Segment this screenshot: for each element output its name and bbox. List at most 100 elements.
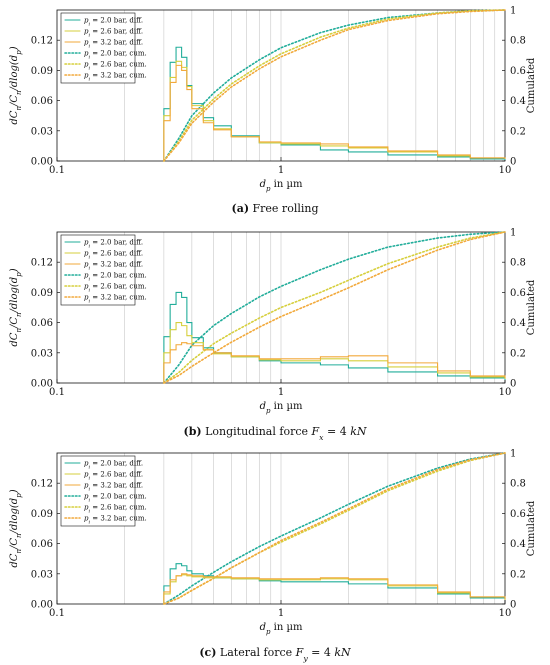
y-tick-label-right: 1	[510, 449, 516, 460]
panel-caption: (b) Longitudinal force Fx = 4 kN	[183, 425, 366, 442]
y-tick-label-right: 0	[510, 379, 516, 390]
legend-label: pi = 3.2 bar, diff.	[84, 482, 143, 493]
legend-label: pi = 2.6 bar, diff.	[84, 250, 143, 261]
y-tick-label-right: 0.8	[510, 479, 526, 490]
chart-panel-1: 0.00 0.03 0.06 0.09 0.12 0 0.2 0.4 0.6 0.8 1 0.1 1 10…	[9, 6, 537, 216]
panel-caption: (a) Free rolling	[231, 202, 318, 215]
y-tick-label-right: 0.4	[510, 96, 526, 107]
y-tick-label-left: 0.03	[31, 126, 53, 137]
legend-label: pi = 3.2 bar, diff.	[84, 39, 143, 50]
x-tick-label: 0.1	[49, 608, 65, 619]
legend-box	[60, 234, 136, 306]
series-diff-2	[163, 60, 506, 161]
legend-label: pi = 2.6 bar, diff.	[84, 471, 143, 482]
y-tick-label-right: 0.2	[510, 126, 526, 137]
series-cum-3	[163, 452, 506, 605]
legend-label: pi = 2.0 bar, cum.	[84, 272, 147, 283]
y-tick-label-right: 1	[510, 6, 516, 17]
y-axis-title-left: dCn/Cn/dlog(dp)	[9, 268, 23, 346]
legend-label: pi = 3.2 bar, cum.	[84, 72, 147, 83]
x-tick-label: 0.1	[49, 165, 65, 176]
series-diff-3	[163, 64, 506, 161]
legend-label: pi = 2.0 bar, diff.	[84, 460, 143, 471]
legend-label: pi = 3.2 bar, cum.	[84, 294, 147, 305]
y-tick-label-left: 0.12	[31, 36, 53, 47]
legend-label: pi = 2.6 bar, cum.	[84, 61, 147, 72]
x-tick-label: 10	[499, 608, 512, 619]
series-diff-2	[163, 574, 506, 604]
y-tick-label-right: 0.4	[510, 539, 526, 550]
caption-label: (c)	[199, 646, 216, 659]
series-cum-3	[163, 9, 506, 162]
y-axis-title-right: Cumulated	[526, 279, 537, 335]
series-diff-3	[163, 342, 506, 383]
y-tick-label-left: 0.12	[31, 258, 53, 269]
x-axis-title: dp in µm	[260, 401, 303, 415]
series-cum-2	[163, 231, 506, 384]
y-tick-label-right: 0.4	[510, 318, 526, 329]
y-axis-title-right: Cumulated	[526, 500, 537, 556]
legend-label: pi = 2.0 bar, cum.	[84, 50, 147, 61]
y-tick-label-left: 0.09	[31, 66, 53, 77]
y-tick-label-left: 0.00	[31, 157, 53, 168]
y-axis-title-left: dCn/Cn/dlog(dp)	[9, 46, 23, 124]
series-cum-3	[163, 231, 506, 384]
y-tick-label-left: 0.06	[31, 539, 53, 550]
series-cum-1	[163, 231, 506, 384]
y-tick-label-right: 1	[510, 228, 516, 239]
legend-label: pi = 2.0 bar, cum.	[84, 493, 147, 504]
legend-label: pi = 2.0 bar, diff.	[84, 17, 143, 28]
grid-lines	[124, 10, 496, 161]
x-tick-label: 10	[499, 165, 512, 176]
panel-caption: (c) Lateral force Fy = 4 kN	[199, 646, 351, 663]
y-tick-label-left: 0.03	[31, 569, 53, 580]
legend: pi = 2.0 bar, diff.pi = 2.6 bar, diff.pi…	[60, 455, 147, 527]
legend: pi = 2.0 bar, diff.pi = 2.6 bar, diff.pi…	[60, 12, 147, 84]
x-tick-label: 1	[278, 608, 284, 619]
x-axis-title: dp in µm	[260, 622, 303, 636]
x-tick-label: 1	[278, 387, 284, 398]
y-tick-label-right: 0	[510, 157, 516, 168]
chart-panel-2: 0.00 0.03 0.06 0.09 0.12 0 0.2 0.4 0.6 0.8 1 0.1 1 10…	[9, 228, 537, 442]
y-tick-label-right: 0.2	[510, 348, 526, 359]
legend-label: pi = 2.6 bar, cum.	[84, 504, 147, 515]
y-tick-label-left: 0.09	[31, 288, 53, 299]
series-cum-1	[163, 452, 506, 605]
series-diff-3	[163, 573, 506, 604]
y-tick-label-left: 0.06	[31, 318, 53, 329]
y-tick-label-right: 0.2	[510, 569, 526, 580]
legend-box	[60, 455, 136, 527]
y-tick-label-right: 0	[510, 600, 516, 611]
y-tick-label-right: 0.8	[510, 258, 526, 269]
series-diff-1	[163, 291, 506, 383]
legend-label: pi = 3.2 bar, cum.	[84, 515, 147, 526]
y-tick-label-left: 0.06	[31, 96, 53, 107]
caption-label: (a)	[231, 202, 249, 215]
y-tick-label-left: 0.12	[31, 479, 53, 490]
series-cum-2	[163, 9, 506, 162]
y-tick-label-right: 0.8	[510, 36, 526, 47]
y-tick-label-left: 0.00	[31, 379, 53, 390]
x-tick-label: 1	[278, 165, 284, 176]
x-tick-label: 0.1	[49, 387, 65, 398]
legend-label: pi = 3.2 bar, diff.	[84, 261, 143, 272]
legend-label: pi = 2.6 bar, cum.	[84, 283, 147, 294]
y-tick-label-left: 0.09	[31, 509, 53, 520]
legend-label: pi = 2.6 bar, diff.	[84, 28, 143, 39]
legend-box	[60, 12, 136, 84]
y-tick-label-left: 0.03	[31, 348, 53, 359]
x-axis-title: dp in µm	[260, 179, 303, 193]
y-tick-label-right: 0.6	[510, 288, 526, 299]
y-axis-title-right: Cumulated	[526, 57, 537, 113]
chart-panel-3: 0.00 0.03 0.06 0.09 0.12 0 0.2 0.4 0.6 0.8 1 0.1 1 10…	[9, 449, 537, 663]
caption-label: (b)	[183, 425, 201, 438]
y-tick-label-left: 0.00	[31, 600, 53, 611]
y-tick-label-right: 0.6	[510, 66, 526, 77]
series-diff-1	[163, 563, 506, 604]
legend-label: pi = 2.0 bar, diff.	[84, 239, 143, 250]
y-tick-label-right: 0.6	[510, 509, 526, 520]
legend: pi = 2.0 bar, diff.pi = 2.6 bar, diff.pi…	[60, 234, 147, 306]
x-tick-label: 10	[499, 387, 512, 398]
y-axis-title-left: dCn/Cn/dlog(dp)	[9, 489, 23, 567]
